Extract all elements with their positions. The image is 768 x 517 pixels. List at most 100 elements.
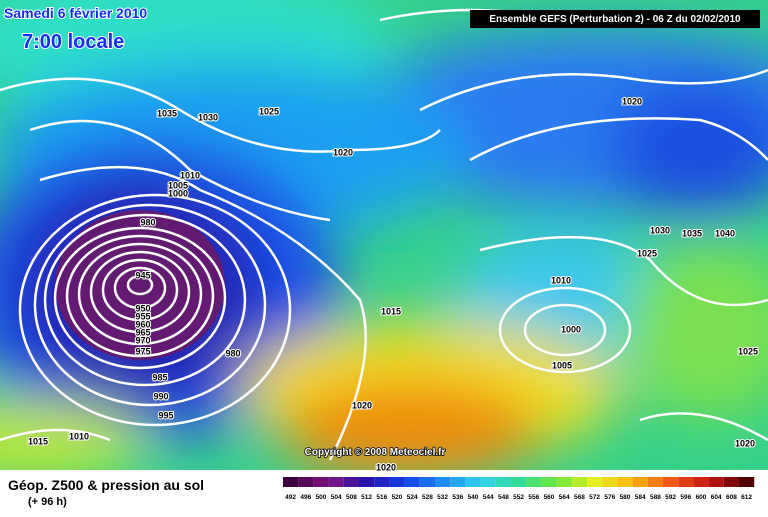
time-label: 7:00 locale	[22, 31, 124, 53]
footer-title: Géop. Z500 & pression au sol	[8, 477, 204, 493]
isobar-label: 950	[135, 303, 150, 313]
footer-lead: (+ 96 h)	[28, 496, 67, 508]
isobar-label: 995	[158, 410, 173, 420]
colorbar-swatch	[495, 477, 511, 487]
isobar-label: 1005	[168, 180, 188, 190]
isobar-label: 1030	[650, 225, 670, 235]
colorbar-label: 548	[498, 494, 509, 501]
colorbar-label: 508	[346, 494, 357, 501]
copyright: Copyright © 2008 Meteociel.fr	[305, 447, 446, 458]
colorbar-swatch	[632, 477, 648, 487]
isobar-label: 1020	[735, 438, 755, 448]
isobar-label: 985	[152, 372, 167, 382]
colorbar-swatch	[647, 477, 663, 487]
colorbar-swatch	[663, 477, 679, 487]
colorbar-label: 564	[559, 494, 570, 501]
colorbar-label: 580	[620, 494, 631, 501]
colorbar-label: 532	[437, 494, 448, 501]
colorbar-label: 540	[468, 494, 479, 501]
colorbar-swatch	[374, 477, 390, 487]
colorbar-swatch	[404, 477, 420, 487]
colorbar-label: 504	[331, 494, 342, 501]
colorbar-swatch	[480, 477, 496, 487]
isobar-label: 1025	[259, 106, 279, 116]
colorbar-swatch	[389, 477, 405, 487]
colorbar-swatch	[678, 477, 694, 487]
colorbar-label: 500	[316, 494, 327, 501]
isobar-label: 1025	[637, 248, 657, 258]
colorbar-swatch	[283, 477, 299, 487]
colorbar-swatch	[313, 477, 329, 487]
isobar-label: 1020	[333, 147, 353, 157]
isobar-label: 990	[153, 391, 168, 401]
isobar-label: 965	[135, 327, 150, 337]
colorbar-label: 572	[589, 494, 600, 501]
colorbar-label: 608	[726, 494, 737, 501]
colorbar-label: 612	[741, 494, 752, 501]
isobar-label: 1035	[682, 228, 702, 238]
colorbar-swatch	[541, 477, 557, 487]
isobar-label: 1020	[352, 400, 372, 410]
isobar-label: 1035	[157, 108, 177, 118]
colorbar-label: 588	[650, 494, 661, 501]
colorbar-swatch	[723, 477, 739, 487]
colorbar-label: 528	[422, 494, 433, 501]
colorbar-label: 552	[513, 494, 524, 501]
colorbar-swatch	[328, 477, 344, 487]
isobar-label: 1010	[551, 275, 571, 285]
isobars	[0, 8, 768, 461]
isobar-label: 955	[135, 311, 150, 321]
isobar-label: 1015	[28, 436, 48, 446]
isobar-label: 980	[140, 217, 155, 227]
isobar-label: 1010	[180, 170, 200, 180]
colorbar-label: 524	[407, 494, 418, 501]
colorbar-label: 492	[285, 494, 296, 501]
colorbar-label: 512	[361, 494, 372, 501]
colorbar-swatch	[526, 477, 542, 487]
isobar-label: 945	[135, 270, 150, 280]
isobar-label: 1000	[561, 324, 581, 334]
colorbar-label: 604	[711, 494, 722, 501]
isobar-label: 1000	[168, 188, 188, 198]
colorbar-label: 516	[376, 494, 387, 501]
colorbar-swatch	[556, 477, 572, 487]
run-box	[470, 10, 760, 28]
colorbar-label: 536	[452, 494, 463, 501]
isobar-label: 970	[135, 335, 150, 345]
colorbar-swatch	[693, 477, 709, 487]
map-field	[0, 0, 768, 470]
colorbar-swatch	[708, 477, 724, 487]
isobar-label: 1010	[69, 431, 89, 441]
isobar-label: 1015	[381, 306, 401, 316]
colorbar-label: 584	[635, 494, 646, 501]
isobar-label: 1005	[552, 360, 572, 370]
colorbar-swatch	[450, 477, 466, 487]
colorbar-swatch	[511, 477, 527, 487]
colorbar-swatch	[359, 477, 375, 487]
colorbar-swatch	[298, 477, 314, 487]
colorbar-swatch	[571, 477, 587, 487]
isobar-label: 980	[225, 348, 240, 358]
colorbar-label: 520	[392, 494, 403, 501]
colorbar-swatch	[587, 477, 603, 487]
colorbar-label: 560	[544, 494, 555, 501]
colorbar-swatch	[435, 477, 451, 487]
run-label: Ensemble GEFS (Perturbation 2) - 06 Z du…	[489, 14, 741, 25]
isobar-label: 1030	[198, 112, 218, 122]
isobar-label: 975	[135, 346, 150, 356]
colorbar-label: 592	[665, 494, 676, 501]
colorbar-label: 576	[604, 494, 615, 501]
colorbar-label: 596	[680, 494, 691, 501]
date-label: Samedi 6 février 2010	[4, 5, 147, 21]
colorbar-label: 544	[483, 494, 494, 501]
colorbar-label: 600	[696, 494, 707, 501]
colorbar-label: 568	[574, 494, 585, 501]
isobar-label: 1025	[738, 346, 758, 356]
colorbar-swatch	[739, 477, 755, 487]
colorbar-swatch	[617, 477, 633, 487]
colorbar-label: 496	[300, 494, 311, 501]
colorbar-swatch	[343, 477, 359, 487]
isobar-label: 1020	[622, 96, 642, 106]
isobar-label: 960	[135, 319, 150, 329]
